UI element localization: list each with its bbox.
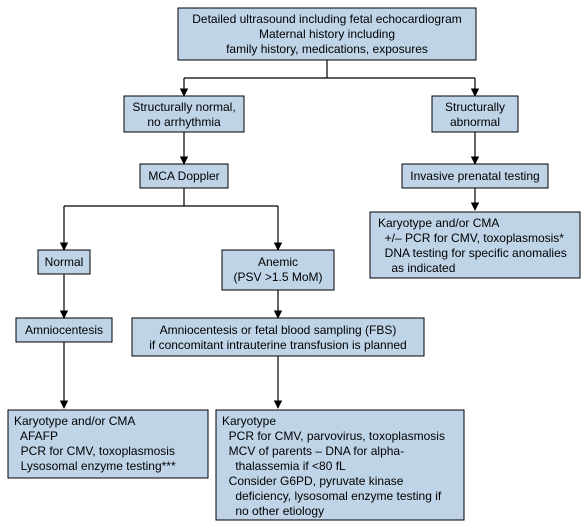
node-struct-abnormal: Structurally abnormal — [432, 96, 518, 132]
karyo-mid-line-3: thalassemia if <80 fL — [222, 459, 346, 473]
root-line-1: Maternal history including — [259, 27, 395, 41]
normal-line-0: Normal — [45, 255, 84, 269]
node-normal: Normal — [38, 250, 90, 274]
mca-line-0: MCA Doppler — [148, 169, 219, 183]
anemic-line-0: Anemic — [258, 255, 298, 269]
amnio-line-0: Amniocentesis — [25, 323, 103, 337]
karyo-right-line-2: DNA testing for specific anomalies — [378, 246, 567, 260]
node-amnio-fbs: Amniocentesis or fetal blood sampling (F… — [132, 318, 424, 356]
karyo-right-line-1: +/– PCR for CMV, toxoplasmosis* — [378, 231, 564, 245]
node-mca-doppler: MCA Doppler — [140, 164, 228, 188]
node-struct-normal: Structurally normal, no arrhythmia — [124, 96, 244, 132]
invasive-line-0: Invasive prenatal testing — [410, 169, 539, 183]
node-karyo-left: Karyotype and/or CMA AFAFP PCR for CMV, … — [8, 410, 208, 478]
karyo-mid-line-6: no other etiology — [222, 504, 324, 518]
struct-abnormal-line-1: abnormal — [450, 115, 500, 129]
root-line-0: Detailed ultrasound including fetal echo… — [192, 12, 462, 26]
karyo-right-line-0: Karyotype and/or CMA — [378, 216, 499, 230]
karyo-mid-line-0: Karyotype — [222, 414, 276, 428]
node-root: Detailed ultrasound including fetal echo… — [178, 8, 476, 60]
karyo-mid-line-4: Consider G6PD, pyruvate kinase — [222, 474, 404, 488]
struct-normal-line-1: no arrhythmia — [147, 115, 221, 129]
karyo-left-line-2: PCR for CMV, toxoplasmosis — [14, 444, 175, 458]
node-amniocentesis: Amniocentesis — [16, 318, 112, 342]
karyo-left-line-1: AFAFP — [14, 429, 58, 443]
karyo-left-line-3: Lysosomal enzyme testing*** — [14, 459, 176, 473]
karyo-mid-line-5: deficiency, lysosomal enzyme testing if — [222, 489, 442, 503]
amnio-fbs-line-1: if concomitant intrauterine transfusion … — [149, 338, 406, 352]
node-karyo-right: Karyotype and/or CMA +/– PCR for CMV, to… — [370, 212, 580, 278]
root-line-2: family history, medications, exposures — [226, 42, 428, 56]
node-anemic: Anemic (PSV >1.5 MoM) — [222, 250, 334, 290]
karyo-mid-line-1: PCR for CMV, parvovirus, toxoplasmosis — [222, 429, 445, 443]
amnio-fbs-line-0: Amniocentesis or fetal blood sampling (F… — [160, 323, 397, 337]
karyo-right-line-3: as indicated — [378, 261, 455, 275]
node-invasive: Invasive prenatal testing — [402, 164, 548, 188]
karyo-mid-line-2: MCV of parents – DNA for alpha- — [222, 444, 404, 458]
struct-abnormal-line-0: Structurally — [445, 100, 505, 114]
struct-normal-line-0: Structurally normal, — [132, 100, 235, 114]
node-karyo-mid: Karyotype PCR for CMV, parvovirus, toxop… — [216, 410, 464, 520]
anemic-line-1: (PSV >1.5 MoM) — [233, 270, 322, 284]
karyo-left-line-0: Karyotype and/or CMA — [14, 414, 135, 428]
